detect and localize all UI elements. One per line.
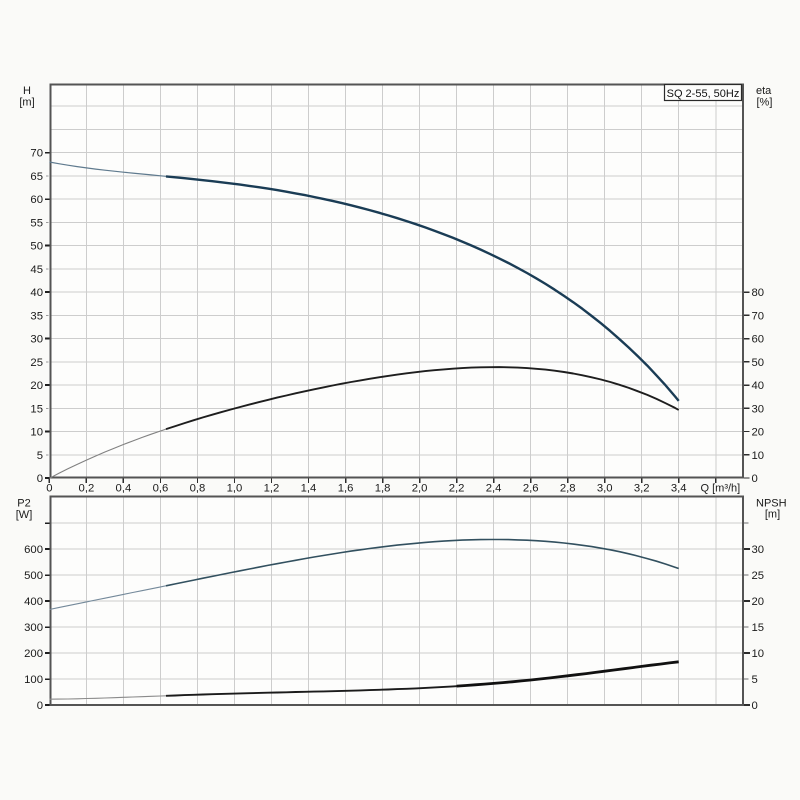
svg-text:SQ 2-55, 50Hz: SQ 2-55, 50Hz <box>667 88 740 100</box>
svg-text:5: 5 <box>37 450 43 462</box>
svg-text:60: 60 <box>752 334 765 346</box>
svg-text:10: 10 <box>752 450 765 462</box>
svg-text:0,4: 0,4 <box>116 482 132 494</box>
svg-text:[m]: [m] <box>19 97 34 109</box>
svg-text:500: 500 <box>24 570 43 582</box>
svg-text:2,8: 2,8 <box>560 482 576 494</box>
svg-text:0: 0 <box>46 482 52 494</box>
svg-text:P2: P2 <box>17 498 30 510</box>
svg-text:10: 10 <box>30 427 43 439</box>
svg-text:40: 40 <box>30 287 43 299</box>
svg-text:H: H <box>23 85 31 97</box>
svg-text:Q [m³/h]: Q [m³/h] <box>701 482 741 494</box>
svg-text:0: 0 <box>752 700 758 712</box>
svg-text:100: 100 <box>24 674 43 686</box>
svg-text:50: 50 <box>752 357 765 369</box>
svg-text:0,8: 0,8 <box>190 482 206 494</box>
svg-text:2,0: 2,0 <box>412 482 428 494</box>
svg-text:600: 600 <box>24 544 43 556</box>
svg-text:300: 300 <box>24 622 43 634</box>
svg-text:55: 55 <box>30 217 43 229</box>
svg-text:0,2: 0,2 <box>79 482 95 494</box>
svg-text:45: 45 <box>30 264 43 276</box>
svg-text:30: 30 <box>752 544 765 556</box>
svg-text:25: 25 <box>30 357 43 369</box>
svg-text:30: 30 <box>30 334 43 346</box>
svg-text:0,6: 0,6 <box>153 482 169 494</box>
svg-text:15: 15 <box>30 403 43 415</box>
svg-text:1,4: 1,4 <box>301 482 317 494</box>
svg-text:[m]: [m] <box>765 509 780 521</box>
svg-text:80: 80 <box>752 287 765 299</box>
svg-text:20: 20 <box>752 427 765 439</box>
svg-text:60: 60 <box>30 194 43 206</box>
svg-text:25: 25 <box>752 570 765 582</box>
svg-text:1,0: 1,0 <box>227 482 243 494</box>
svg-text:0: 0 <box>752 473 758 485</box>
svg-text:[%]: [%] <box>757 97 773 109</box>
svg-text:10: 10 <box>752 648 765 660</box>
svg-text:5: 5 <box>752 674 758 686</box>
svg-text:1,2: 1,2 <box>264 482 280 494</box>
svg-text:1,6: 1,6 <box>338 482 354 494</box>
svg-text:1,8: 1,8 <box>375 482 391 494</box>
svg-text:30: 30 <box>752 403 765 415</box>
svg-text:35: 35 <box>30 310 43 322</box>
svg-text:0: 0 <box>37 473 43 485</box>
svg-text:3,4: 3,4 <box>671 482 687 494</box>
svg-text:3,0: 3,0 <box>597 482 613 494</box>
svg-text:20: 20 <box>30 380 43 392</box>
svg-text:70: 70 <box>752 310 765 322</box>
svg-text:[W]: [W] <box>16 509 33 521</box>
svg-text:eta: eta <box>756 85 772 97</box>
svg-text:50: 50 <box>30 241 43 253</box>
svg-text:NPSH: NPSH <box>756 498 787 510</box>
svg-text:200: 200 <box>24 648 43 660</box>
svg-text:0: 0 <box>37 700 43 712</box>
svg-text:40: 40 <box>752 380 765 392</box>
svg-text:3,2: 3,2 <box>634 482 650 494</box>
svg-text:2,6: 2,6 <box>523 482 539 494</box>
svg-text:2,2: 2,2 <box>449 482 465 494</box>
svg-text:400: 400 <box>24 596 43 608</box>
svg-text:2,4: 2,4 <box>486 482 502 494</box>
svg-text:70: 70 <box>30 148 43 160</box>
svg-text:65: 65 <box>30 171 43 183</box>
svg-text:15: 15 <box>752 622 765 634</box>
svg-text:20: 20 <box>752 596 765 608</box>
